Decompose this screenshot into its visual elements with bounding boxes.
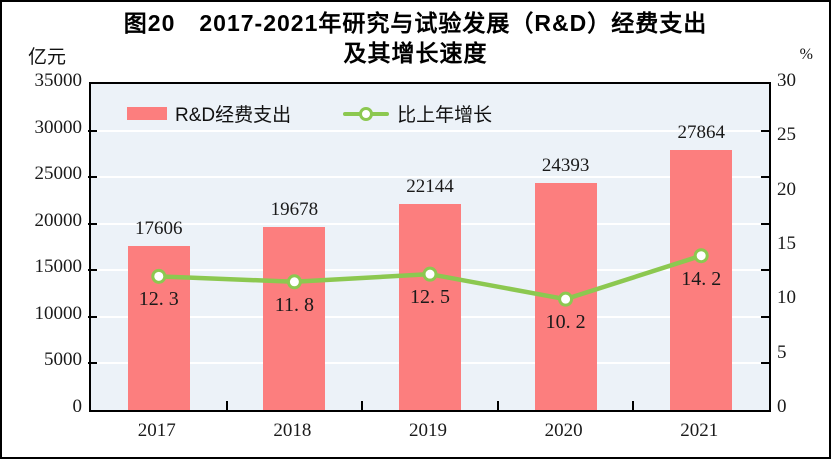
y-tick-label-right: 25 — [777, 124, 796, 146]
bar-value-label: 19678 — [270, 198, 319, 220]
y-tick-label-right: 20 — [777, 178, 796, 200]
legend-line-swatch-icon — [343, 106, 390, 122]
growth-value-label: 11. 8 — [274, 293, 315, 316]
x-tick-label: 2021 — [680, 420, 719, 441]
x-tick-label: 2019 — [409, 420, 447, 441]
chart-title-line1: 图20 2017-2021年研究与试验发展（R&D）经费支出 — [123, 10, 708, 36]
left-axis-unit: 亿元 — [28, 47, 67, 68]
left-axis-tick — [88, 222, 97, 225]
x-tick-label: 2018 — [273, 420, 312, 441]
right-axis-tick — [761, 362, 769, 365]
x-tick-label: 2020 — [544, 420, 583, 441]
left-axis-tick — [88, 315, 97, 318]
left-axis-tick — [88, 362, 97, 365]
bar-value-label: 27864 — [677, 122, 725, 144]
y-tick-label-left: 15000 — [34, 256, 83, 278]
y-tick-label-left: 0 — [72, 396, 83, 417]
right-axis-tick — [761, 315, 769, 318]
y-tick-label-right: 15 — [777, 233, 796, 254]
legend-bar-label: R&D经费支出 — [175, 105, 292, 126]
legend: R&D经费支出 比上年增长 — [127, 100, 492, 127]
right-axis-tick — [761, 269, 769, 272]
left-axis-tick — [88, 269, 97, 272]
y-tick-label-left: 10000 — [34, 302, 83, 324]
legend-line-marker-icon — [359, 106, 374, 121]
x-axis-tick — [632, 401, 635, 410]
y-tick-label-left: 5000 — [44, 349, 82, 371]
legend-line-label: 比上年增长 — [397, 105, 493, 126]
x-axis-tick — [225, 401, 228, 410]
left-axis-tick — [88, 129, 97, 132]
line-point-marker — [286, 274, 302, 290]
legend-bar-swatch-icon — [127, 107, 167, 120]
y-tick-label-left: 30000 — [34, 116, 83, 138]
right-axis-tick — [761, 222, 769, 225]
y-tick-label-right: 5 — [777, 341, 787, 363]
y-tick-label-right: 10 — [777, 287, 796, 309]
line-point-marker — [558, 291, 574, 307]
chart-title-line2: 及其增长速度 — [343, 40, 488, 66]
bar — [263, 226, 326, 410]
y-tick-label-left: 25000 — [34, 163, 83, 185]
x-tick-label: 2017 — [137, 420, 176, 441]
bar — [399, 203, 461, 410]
right-axis-unit: % — [799, 46, 813, 63]
growth-line-layer — [151, 248, 709, 307]
line-point-marker — [151, 268, 167, 284]
growth-value-label: 14. 2 — [681, 267, 722, 290]
growth-value-label: 10. 2 — [545, 311, 586, 334]
bar-value-label: 22144 — [406, 175, 454, 197]
y-tick-label-right: 30 — [777, 70, 796, 91]
line-point-marker — [693, 248, 709, 264]
line-point-marker — [422, 266, 438, 282]
x-axis-tick — [496, 401, 499, 410]
bar-value-label: 24393 — [541, 154, 590, 176]
bar-value-label: 17606 — [135, 218, 183, 240]
gridline — [91, 176, 769, 179]
chart-title: 图20 2017-2021年研究与试验发展（R&D）经费支出 及其增长速度 — [2, 8, 829, 68]
growth-value-label: 12. 3 — [138, 288, 179, 311]
right-axis-tick — [761, 129, 769, 132]
left-axis-tick — [88, 176, 97, 179]
y-tick-label-left: 35000 — [34, 70, 83, 91]
plot-area: R&D经费支出 比上年增长 17606 19678 22144 24393 27864 1… — [88, 82, 771, 412]
y-tick-label-right: 0 — [777, 396, 787, 417]
growth-value-label: 12. 5 — [410, 286, 450, 309]
x-axis-tick — [361, 401, 364, 410]
bar — [670, 150, 733, 410]
gridline — [91, 129, 769, 132]
y-tick-label-left: 20000 — [34, 209, 83, 231]
right-axis-tick — [761, 176, 769, 179]
